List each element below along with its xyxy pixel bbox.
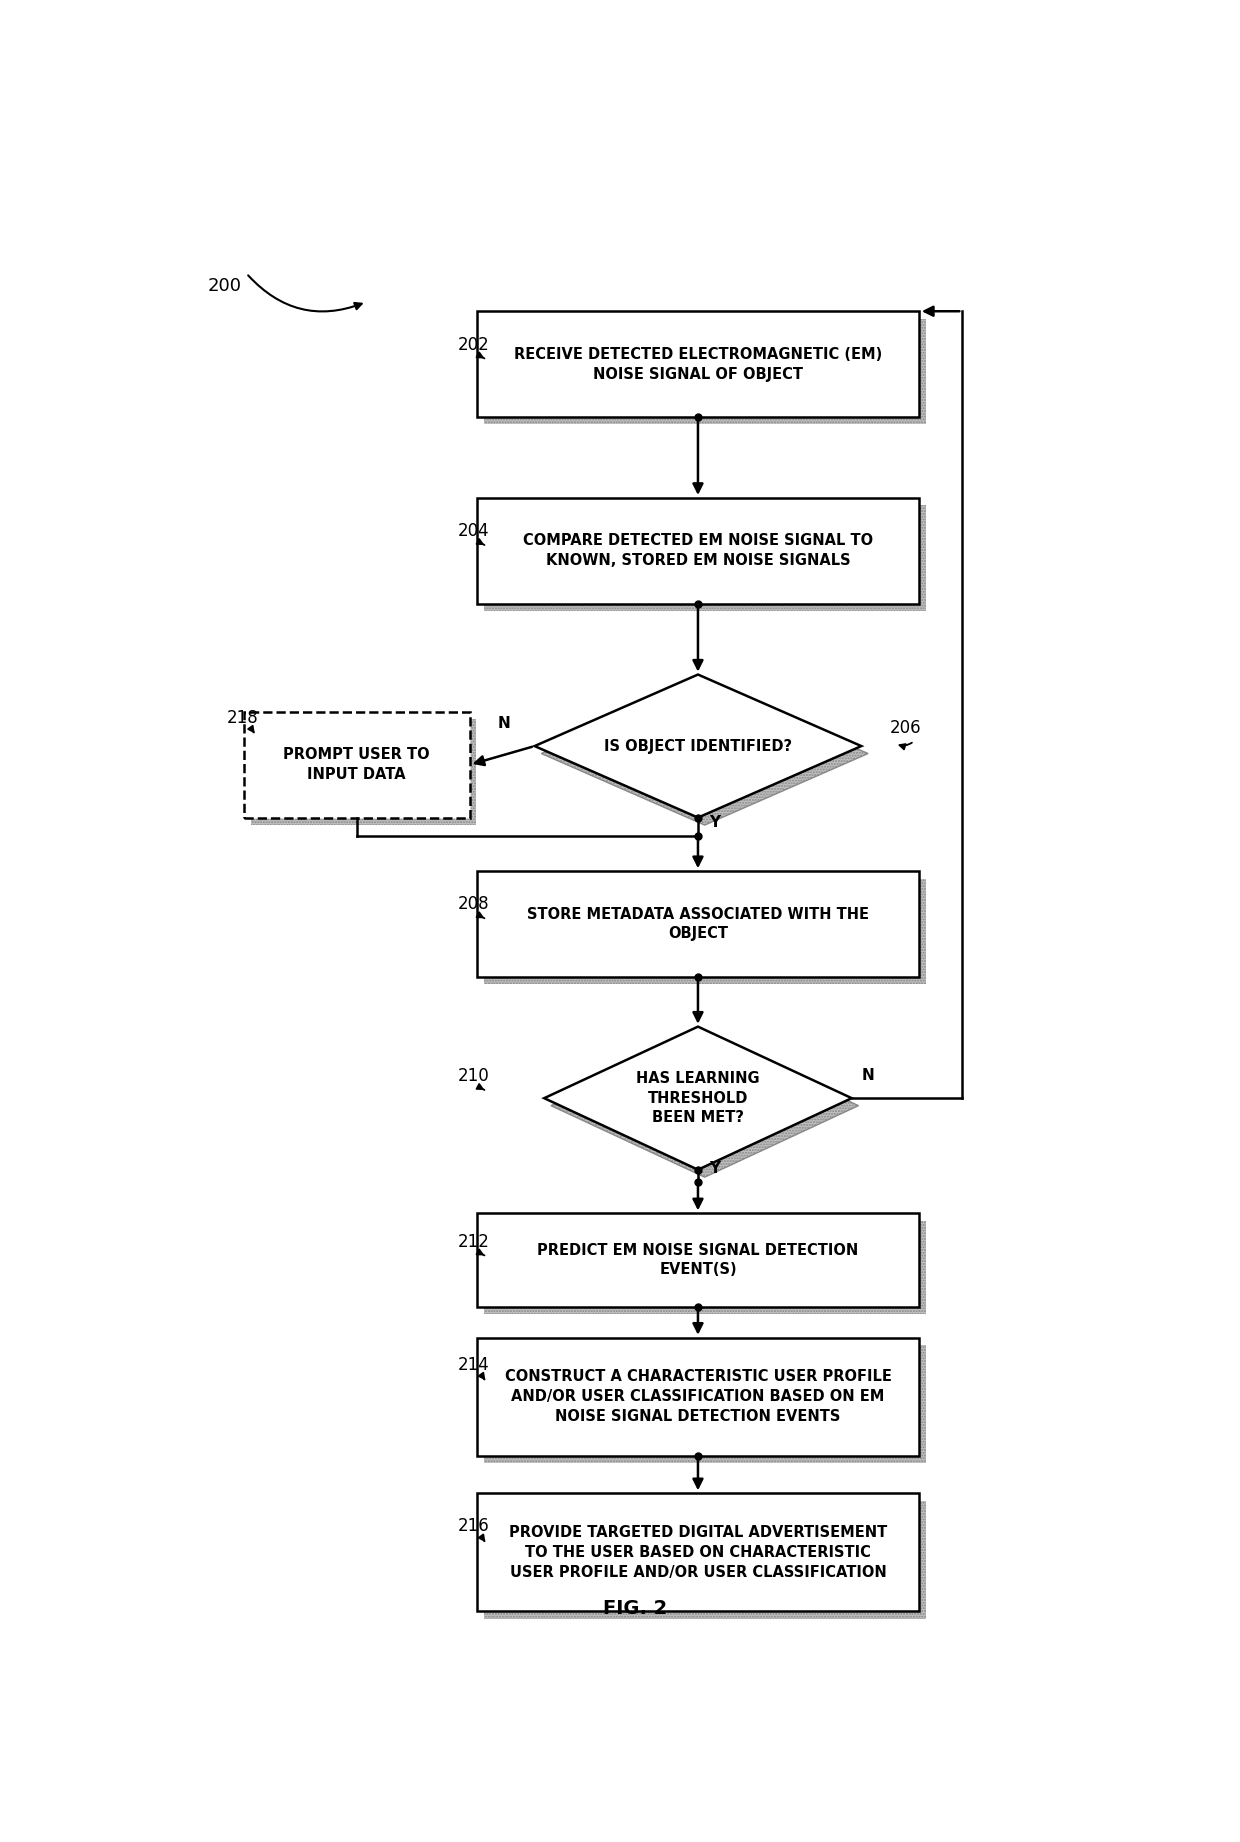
Bar bbox=[484, 1221, 926, 1313]
Text: RECEIVE DETECTED ELECTROMAGNETIC (EM)
NOISE SIGNAL OF OBJECT: RECEIVE DETECTED ELECTROMAGNETIC (EM) NO… bbox=[513, 346, 882, 381]
Text: N: N bbox=[497, 717, 511, 731]
Text: 204: 204 bbox=[458, 521, 490, 540]
Bar bbox=[484, 1501, 926, 1619]
Text: 200: 200 bbox=[208, 276, 242, 295]
Text: N: N bbox=[862, 1068, 874, 1083]
Bar bbox=[477, 1214, 919, 1306]
Text: 202: 202 bbox=[458, 335, 490, 354]
Text: 208: 208 bbox=[458, 895, 490, 914]
Text: PREDICT EM NOISE SIGNAL DETECTION
EVENT(S): PREDICT EM NOISE SIGNAL DETECTION EVENT(… bbox=[537, 1243, 858, 1277]
Bar bbox=[484, 505, 926, 612]
Bar bbox=[477, 311, 919, 416]
Text: HAS LEARNING
THRESHOLD
BEEN MET?: HAS LEARNING THRESHOLD BEEN MET? bbox=[636, 1070, 760, 1125]
Bar bbox=[484, 1345, 926, 1463]
Text: 216: 216 bbox=[458, 1518, 490, 1536]
Text: STORE METADATA ASSOCIATED WITH THE
OBJECT: STORE METADATA ASSOCIATED WITH THE OBJEC… bbox=[527, 906, 869, 941]
Bar bbox=[484, 1221, 926, 1313]
Bar bbox=[484, 1345, 926, 1463]
Text: Y: Y bbox=[709, 814, 720, 831]
Polygon shape bbox=[544, 1026, 852, 1170]
Bar bbox=[484, 879, 926, 984]
Polygon shape bbox=[534, 674, 862, 818]
Bar bbox=[484, 1501, 926, 1619]
Text: FIG. 2: FIG. 2 bbox=[604, 1599, 667, 1617]
Text: IS OBJECT IDENTIFIED?: IS OBJECT IDENTIFIED? bbox=[604, 739, 792, 753]
Bar bbox=[250, 720, 476, 825]
Bar bbox=[477, 1337, 919, 1455]
Text: CONSTRUCT A CHARACTERISTIC USER PROFILE
AND/OR USER CLASSIFICATION BASED ON EM
N: CONSTRUCT A CHARACTERISTIC USER PROFILE … bbox=[505, 1369, 892, 1424]
Text: 218: 218 bbox=[227, 709, 259, 728]
Bar bbox=[477, 497, 919, 604]
Text: PROVIDE TARGETED DIGITAL ADVERTISEMENT
TO THE USER BASED ON CHARACTERISTIC
USER : PROVIDE TARGETED DIGITAL ADVERTISEMENT T… bbox=[508, 1525, 887, 1580]
Bar bbox=[484, 505, 926, 612]
Bar bbox=[250, 720, 476, 825]
Bar bbox=[244, 711, 470, 818]
Bar bbox=[484, 319, 926, 424]
Text: 206: 206 bbox=[890, 718, 921, 737]
Bar bbox=[477, 871, 919, 976]
Text: PROMPT USER TO
INPUT DATA: PROMPT USER TO INPUT DATA bbox=[284, 748, 430, 783]
Bar bbox=[477, 1494, 919, 1612]
Text: 210: 210 bbox=[458, 1067, 490, 1085]
Polygon shape bbox=[542, 682, 868, 825]
Bar bbox=[484, 319, 926, 424]
Text: COMPARE DETECTED EM NOISE SIGNAL TO
KNOWN, STORED EM NOISE SIGNALS: COMPARE DETECTED EM NOISE SIGNAL TO KNOW… bbox=[523, 534, 873, 567]
Polygon shape bbox=[551, 1033, 858, 1177]
Text: Y: Y bbox=[709, 1160, 720, 1175]
Text: 212: 212 bbox=[458, 1232, 490, 1251]
Bar bbox=[484, 879, 926, 984]
Text: 214: 214 bbox=[458, 1356, 490, 1374]
